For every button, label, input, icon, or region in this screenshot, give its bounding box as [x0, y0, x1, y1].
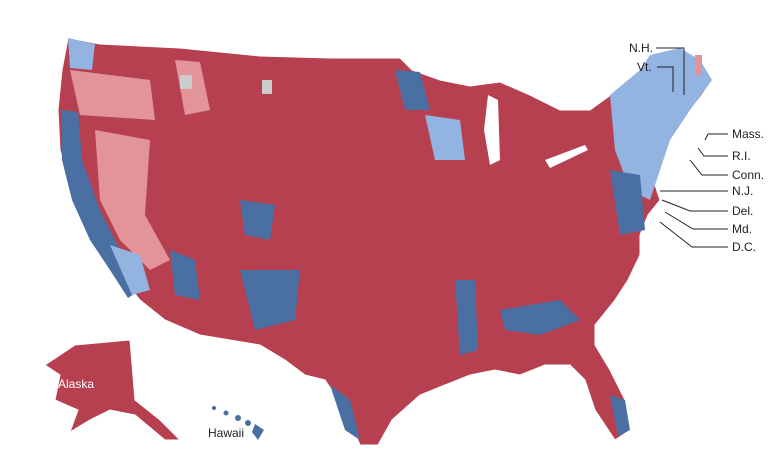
label-nh: N.H. [629, 41, 653, 55]
blue-region-southeast [500, 300, 580, 335]
label-md: Md. [732, 222, 753, 236]
label-alaska: Alaska [58, 377, 95, 391]
blue-region-socal [110, 245, 150, 295]
blue-region-minnesota [395, 70, 430, 110]
blue-region-florida [610, 395, 630, 436]
no-data-area [262, 80, 272, 94]
label-conn: Conn. [732, 168, 765, 182]
blue-region-arizona [170, 250, 200, 300]
blue-region-colorado [240, 200, 275, 240]
label-vt: Vt. [637, 60, 652, 74]
leader-lines [656, 47, 728, 248]
blue-region-wisconsin [425, 115, 465, 160]
hawaii-shape [212, 406, 264, 440]
lake-michigan [484, 95, 500, 165]
blue-region-northeast [610, 48, 712, 200]
blue-region-mid-atlantic [610, 170, 645, 235]
light-red-region-idaho [175, 60, 210, 115]
light-red-region-nevada [95, 130, 170, 270]
alaska-shape [44, 339, 182, 441]
label-dc: D.C. [732, 240, 756, 254]
light-red-region-oregon [70, 70, 155, 120]
contiguous-us [57, 37, 713, 446]
label-ri: R.I. [732, 149, 751, 163]
label-mass: Mass. [732, 127, 765, 141]
label-hawaii: Hawaii [208, 426, 245, 440]
no-data-area [180, 75, 192, 89]
blue-region-mississippi-river [455, 280, 478, 355]
label-nj: N.J. [732, 184, 754, 198]
blue-region-texas-border [330, 385, 360, 440]
blue-region-washington [68, 38, 95, 70]
lake-erie [545, 145, 588, 168]
blue-region-maine-dark [695, 55, 702, 75]
label-del: Del. [732, 204, 754, 218]
blue-region-new-mexico [240, 270, 300, 330]
